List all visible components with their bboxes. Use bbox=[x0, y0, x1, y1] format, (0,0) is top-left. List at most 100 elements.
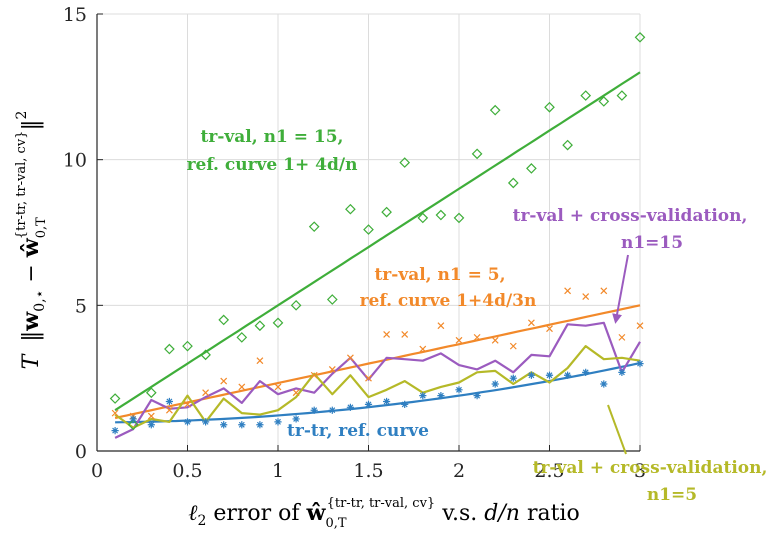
point-trtr bbox=[582, 368, 590, 376]
line-cv5 bbox=[114, 345, 641, 429]
series-layer bbox=[109, 31, 646, 439]
annotation-cv5-line2: n1=5 bbox=[647, 485, 697, 505]
point-trval15 bbox=[200, 349, 211, 361]
point-trtr bbox=[256, 421, 264, 429]
point-trtr bbox=[545, 371, 554, 379]
point-trtr bbox=[564, 371, 572, 379]
point-trval15 bbox=[164, 343, 175, 355]
point-trval15 bbox=[290, 299, 302, 311]
point-trval5 bbox=[346, 354, 354, 362]
point-trval15 bbox=[272, 317, 284, 329]
point-trval5 bbox=[165, 406, 173, 414]
point-trval15 bbox=[182, 340, 193, 352]
point-trval15 bbox=[598, 96, 610, 107]
point-trval5 bbox=[111, 409, 119, 417]
point-trtr bbox=[292, 415, 300, 423]
point-trtr bbox=[383, 397, 391, 406]
x-tick-label: 2.5 bbox=[534, 460, 564, 482]
point-trval5 bbox=[238, 383, 246, 391]
point-trtr bbox=[473, 392, 481, 400]
annotation-cv15-line1: tr-val + cross-validation, bbox=[513, 206, 748, 226]
point-trval5 bbox=[546, 325, 553, 333]
x-tick-label: 0 bbox=[91, 460, 103, 482]
point-trval5 bbox=[564, 287, 572, 295]
x-tick-label: 2 bbox=[453, 460, 465, 482]
y-tick-label: 5 bbox=[75, 295, 87, 317]
point-trval15 bbox=[109, 393, 121, 404]
tick-labels: 0 0.5 1 1.5 2 2.5 3 0 5 10 15 bbox=[63, 4, 646, 482]
x-axis-title: ℓ2 error of ŵ0,T{tr-tr, tr-val, cv} v.s.… bbox=[188, 496, 579, 531]
axes bbox=[96, 13, 641, 452]
point-trval15 bbox=[345, 203, 356, 215]
point-trtr bbox=[183, 418, 192, 426]
annotation-trtr: tr-tr, ref. curve bbox=[287, 421, 429, 441]
point-trval5 bbox=[509, 342, 517, 350]
annotation-cv15-line2: n1=15 bbox=[621, 233, 683, 253]
point-trtr bbox=[401, 400, 409, 408]
point-trval5 bbox=[527, 319, 535, 327]
point-trval5 bbox=[310, 371, 318, 379]
point-trtr bbox=[274, 418, 282, 426]
point-trtr bbox=[165, 397, 173, 406]
point-trtr bbox=[220, 421, 228, 429]
point-trval5 bbox=[455, 336, 463, 344]
point-trval5 bbox=[202, 389, 210, 397]
x-tick-label: 1 bbox=[272, 460, 284, 482]
point-trval15 bbox=[544, 101, 555, 113]
point-trtr bbox=[527, 371, 535, 379]
annotation-trval5-line1: tr-val, n1 = 5, bbox=[374, 265, 505, 285]
point-trval15 bbox=[399, 157, 411, 168]
y-tick-label: 10 bbox=[63, 150, 87, 172]
point-trtr bbox=[202, 418, 210, 426]
point-trval15 bbox=[562, 139, 573, 151]
point-trtr bbox=[618, 368, 626, 376]
point-trval15 bbox=[634, 31, 646, 43]
point-trtr bbox=[238, 421, 246, 429]
point-trtr bbox=[310, 406, 318, 414]
y-axis-title: T ‖w0,⋆ − ŵ0,T{tr-tr, tr-val, cv}‖2 bbox=[14, 111, 49, 370]
point-trval5 bbox=[147, 412, 155, 420]
point-trval5 bbox=[292, 389, 300, 397]
point-trtr bbox=[111, 427, 119, 435]
point-trval5 bbox=[383, 331, 391, 338]
point-trval15 bbox=[580, 90, 592, 101]
point-trval5 bbox=[437, 322, 445, 330]
point-trval15 bbox=[417, 212, 429, 224]
point-trval15 bbox=[254, 320, 266, 332]
y-axis-title-text: T ‖w0,⋆ − ŵ0,T{tr-tr, tr-val, cv}‖2 bbox=[14, 111, 49, 370]
point-trval5 bbox=[600, 287, 608, 295]
point-trval5 bbox=[473, 333, 481, 341]
point-trval5 bbox=[274, 383, 282, 391]
x-tick-label: 3 bbox=[634, 460, 646, 482]
point-trval15 bbox=[435, 209, 447, 221]
point-trval5 bbox=[184, 400, 191, 408]
point-trval15 bbox=[127, 419, 139, 431]
point-trtr bbox=[491, 380, 499, 388]
annotation-trval5-line2: ref. curve 1+4d/3n bbox=[360, 291, 537, 311]
point-trtr bbox=[636, 360, 644, 368]
point-trval15 bbox=[326, 294, 338, 305]
point-trtr bbox=[129, 415, 137, 423]
point-trval15 bbox=[526, 163, 537, 174]
point-trval5 bbox=[328, 366, 336, 373]
annotation-cv5-line1: tr-val + cross-validation, bbox=[533, 458, 768, 478]
point-trval15 bbox=[471, 148, 483, 160]
point-trtr bbox=[364, 400, 373, 408]
point-trval15 bbox=[308, 221, 320, 233]
point-trval15 bbox=[489, 104, 501, 116]
point-trval15 bbox=[616, 90, 628, 101]
point-trval5 bbox=[636, 322, 644, 330]
point-trval5 bbox=[618, 333, 626, 341]
annotation-trval15-line1: tr-val, n1 = 15, bbox=[201, 127, 344, 147]
point-trval5 bbox=[419, 345, 427, 353]
y-tick-label: 0 bbox=[75, 441, 87, 463]
point-trtr bbox=[346, 403, 354, 411]
point-trval5 bbox=[220, 377, 228, 385]
annotation-trval15-line2: ref. curve 1+ 4d/n bbox=[187, 155, 358, 175]
x-tick-label: 1.5 bbox=[353, 460, 383, 482]
point-trval15 bbox=[453, 212, 465, 224]
point-trval5 bbox=[365, 374, 372, 382]
x-tick-label: 0.5 bbox=[172, 460, 202, 482]
point-trval5 bbox=[401, 331, 409, 338]
